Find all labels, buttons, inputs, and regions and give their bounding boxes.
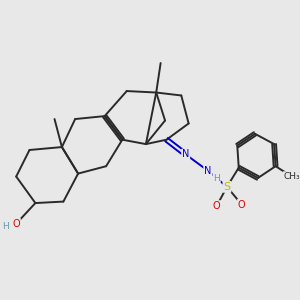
Text: O: O <box>213 201 220 211</box>
Text: O: O <box>238 200 245 209</box>
Text: N: N <box>182 149 189 159</box>
Text: H: H <box>2 221 9 230</box>
Text: H: H <box>213 173 220 182</box>
Text: N: N <box>204 166 212 176</box>
Text: CH₃: CH₃ <box>284 172 300 181</box>
Text: S: S <box>224 182 230 192</box>
Text: O: O <box>12 219 20 229</box>
